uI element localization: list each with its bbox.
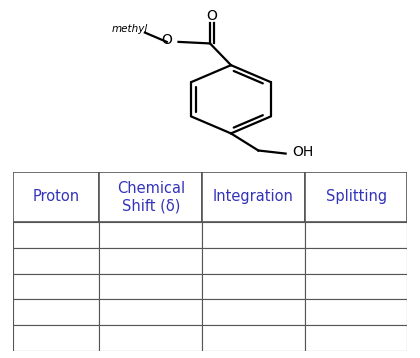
Bar [202, 274, 305, 299]
Bar [100, 248, 202, 274]
Text: Integration: Integration [213, 189, 294, 204]
Bar [202, 325, 305, 351]
Text: Proton: Proton [32, 189, 80, 204]
Bar [100, 274, 202, 299]
Text: OH: OH [293, 145, 314, 159]
Bar [305, 172, 407, 222]
Bar [202, 299, 305, 325]
Bar [13, 172, 100, 222]
Bar [202, 222, 305, 248]
Bar [305, 222, 407, 248]
Text: O: O [161, 33, 172, 47]
Bar [100, 222, 202, 248]
Bar [13, 274, 100, 299]
Bar [100, 325, 202, 351]
Bar [202, 172, 305, 222]
Bar [13, 325, 100, 351]
Text: O: O [207, 9, 218, 23]
Bar [13, 248, 100, 274]
Bar [305, 274, 407, 299]
Text: methyl: methyl [112, 24, 148, 34]
Bar [13, 299, 100, 325]
Text: Chemical
Shift (δ): Chemical Shift (δ) [117, 181, 185, 213]
Text: Splitting: Splitting [326, 189, 387, 204]
Bar [100, 172, 202, 222]
Bar [13, 222, 100, 248]
Bar [100, 299, 202, 325]
Bar [305, 325, 407, 351]
Bar [305, 299, 407, 325]
Bar [305, 248, 407, 274]
Bar [202, 248, 305, 274]
